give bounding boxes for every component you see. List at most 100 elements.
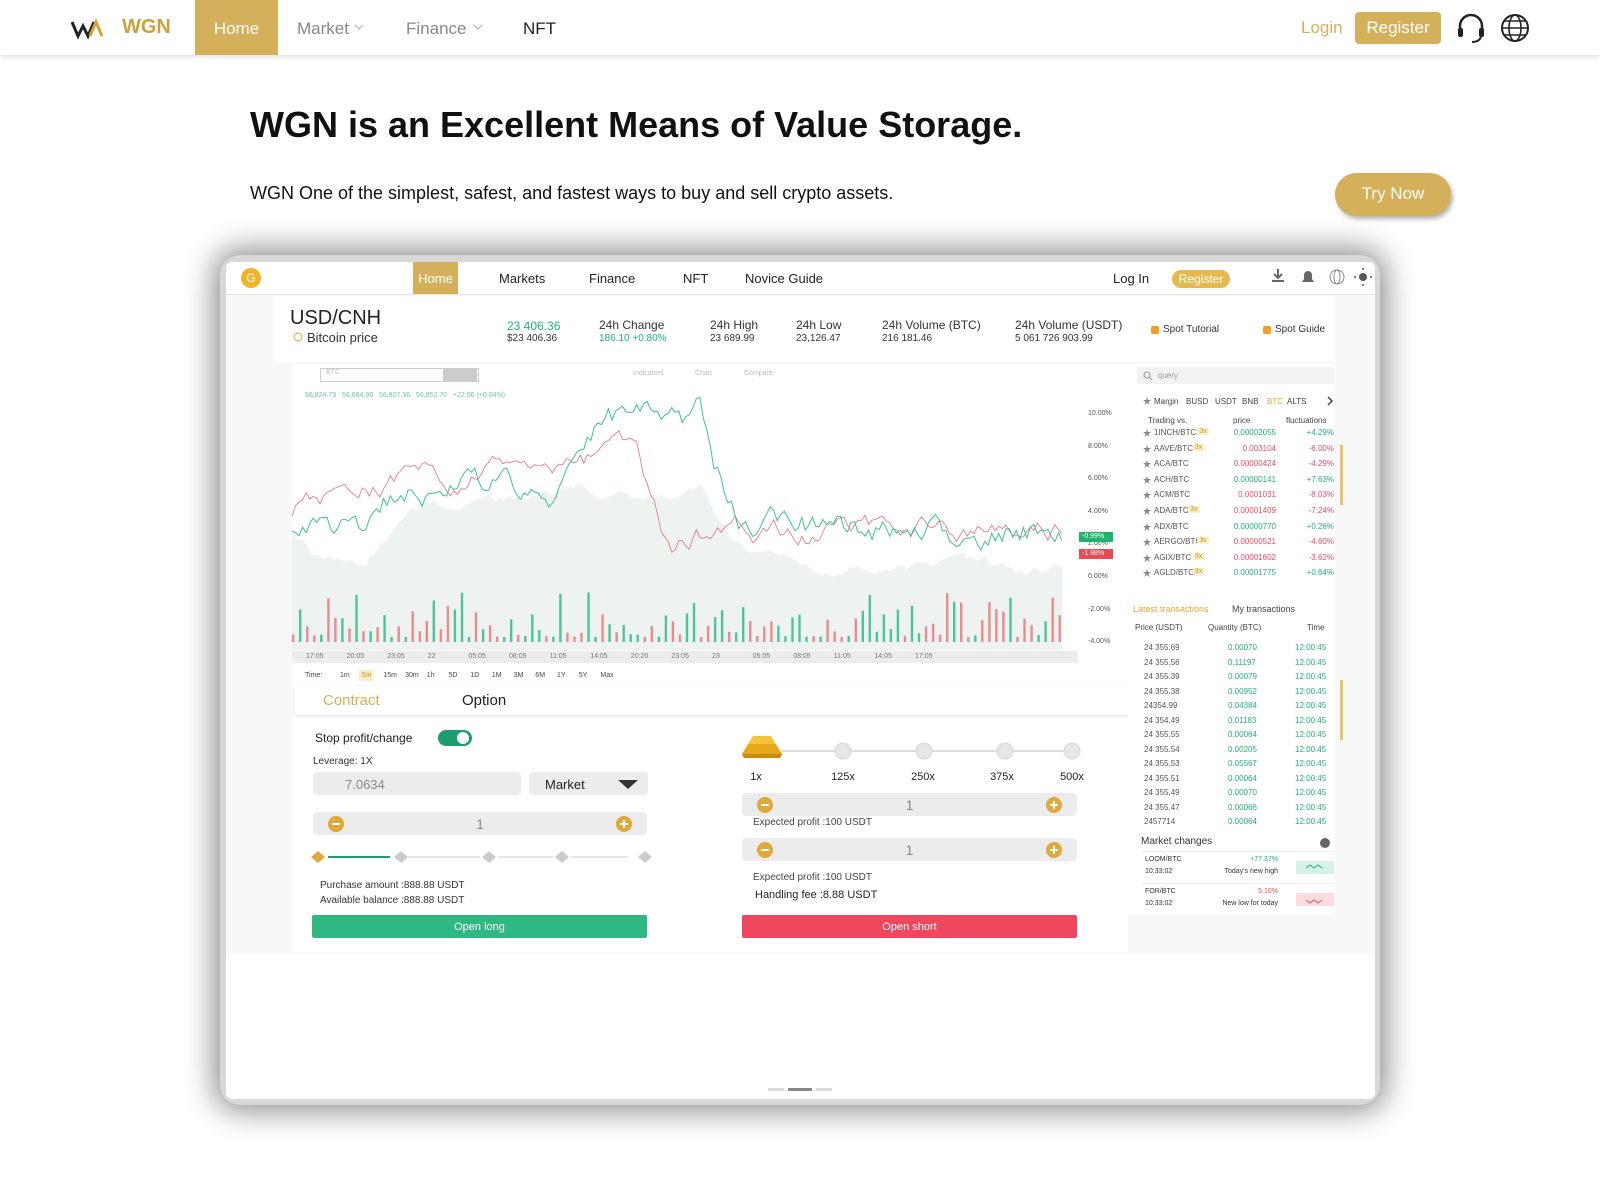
- timeframe[interactable]: 5Y: [578, 672, 588, 679]
- order-tab[interactable]: Option: [462, 692, 507, 709]
- minus-button[interactable]: [756, 796, 774, 814]
- changes-icon: [1320, 838, 1330, 848]
- market-filter[interactable]: USDT: [1215, 397, 1237, 406]
- pair-name[interactable]: AERGO/BTC: [1154, 537, 1202, 547]
- market-filter[interactable]: ALTS: [1287, 397, 1307, 406]
- chart-tool[interactable]: Compare: [744, 370, 773, 377]
- tx-quantity: 0.01183: [1228, 715, 1257, 725]
- open-long-button[interactable]: [312, 915, 647, 938]
- favorite-star[interactable]: [1143, 429, 1151, 437]
- plus-button[interactable]: [1045, 841, 1063, 859]
- toggle-knob: [457, 732, 469, 744]
- change-time: 10:33:02: [1145, 900, 1173, 907]
- pair-name[interactable]: ACM/BTC: [1154, 490, 1190, 500]
- pair-name[interactable]: ACH/BTC: [1154, 474, 1190, 484]
- timeframe[interactable]: 3M: [513, 672, 524, 679]
- order-type-select[interactable]: [529, 772, 648, 795]
- pair-name[interactable]: 1INCH/BTC: [1154, 428, 1197, 437]
- nav-item[interactable]: Home: [213, 19, 260, 38]
- change-note: New low for today: [1222, 900, 1278, 907]
- plus-button[interactable]: [615, 815, 633, 833]
- order-tab[interactable]: Contract: [323, 692, 380, 709]
- tx-tab[interactable]: Latest transactions: [1133, 604, 1209, 614]
- timeframe[interactable]: 6M: [535, 672, 546, 679]
- login-link[interactable]: Login: [1301, 18, 1343, 37]
- quantity-bar: [313, 812, 647, 835]
- minus-button[interactable]: [756, 841, 774, 859]
- y-axis-label: 10.00%: [1088, 410, 1112, 417]
- timeframe[interactable]: 1m: [340, 672, 350, 679]
- favorite-star[interactable]: [1143, 444, 1151, 453]
- try-now-label[interactable]: Try Now: [1361, 184, 1425, 203]
- quantity-bar: [742, 793, 1077, 816]
- favorite-star[interactable]: [1143, 522, 1151, 531]
- market-filter[interactable]: Margin: [1154, 397, 1179, 406]
- timeframe[interactable]: 5D: [448, 672, 458, 679]
- nav-item[interactable]: Finance: [406, 19, 467, 38]
- favorite-star[interactable]: [1143, 460, 1151, 469]
- timeframe[interactable]: 5m: [361, 672, 372, 679]
- spot-link[interactable]: Spot Guide: [1275, 324, 1326, 335]
- pair-name[interactable]: ACA/BTC: [1154, 459, 1189, 469]
- favorite-star[interactable]: [1143, 538, 1151, 547]
- chart-legend: 56,824.73 56,864.96 56,807.36 56,852.70 …: [305, 392, 506, 399]
- market-filter[interactable]: BNB: [1242, 397, 1259, 406]
- timeframe[interactable]: 1D: [470, 672, 480, 679]
- x-axis-label: 22: [427, 653, 436, 660]
- price-marker: -1.98%: [1082, 550, 1105, 557]
- change-time: 10:33:02: [1145, 868, 1173, 875]
- query-box[interactable]: [1137, 367, 1334, 384]
- mockup-nav-item: Home: [418, 271, 453, 286]
- quantity-bar: [742, 838, 1077, 861]
- open-long-label[interactable]: Open long: [454, 921, 505, 933]
- timeframe[interactable]: 30m: [405, 672, 419, 679]
- x-axis-label: 17:05: [915, 653, 933, 660]
- minus-button[interactable]: [327, 815, 345, 833]
- stat-label: 24h Volume (BTC): [882, 318, 981, 332]
- tx-quantity: 0.00064: [1228, 730, 1257, 739]
- change-pair: LOOM/BTC: [1145, 856, 1182, 863]
- pair-name[interactable]: AGIX/BTC: [1154, 552, 1192, 562]
- tx-time: 12:00:45: [1295, 643, 1327, 652]
- timeframe[interactable]: 1h: [426, 672, 435, 679]
- try-now-button[interactable]: [1335, 173, 1451, 216]
- tx-tab[interactable]: My transactions: [1232, 604, 1296, 614]
- change-pair: FOR/BTC: [1145, 888, 1176, 895]
- scrollbar: [1340, 445, 1343, 505]
- nav-item[interactable]: NFT: [523, 19, 557, 38]
- timeframe[interactable]: Max: [600, 672, 614, 679]
- timeframe[interactable]: 1M: [491, 672, 502, 679]
- tx-price: 24 355.39: [1144, 672, 1180, 681]
- plus-button[interactable]: [1045, 796, 1063, 814]
- chart-tool[interactable]: Chart: [695, 370, 713, 377]
- carousel-dots: [768, 1088, 832, 1091]
- favorite-star[interactable]: [1143, 491, 1151, 500]
- pair-name[interactable]: ADA/BTC: [1154, 506, 1189, 515]
- market-filter[interactable]: BTC: [1267, 397, 1283, 406]
- register-button[interactable]: [1355, 12, 1441, 44]
- timeframe[interactable]: 15m: [383, 672, 398, 679]
- price-input[interactable]: [313, 772, 521, 795]
- open-short-button[interactable]: [742, 915, 1077, 938]
- open-short-label[interactable]: Open short: [882, 921, 937, 933]
- favorite-star[interactable]: [1143, 553, 1151, 562]
- favorite-star[interactable]: [1143, 569, 1151, 578]
- register-label[interactable]: Register: [1366, 18, 1430, 37]
- pair-name[interactable]: ADX/BTC: [1154, 521, 1189, 531]
- tx-time: 12:00:45: [1295, 686, 1327, 696]
- tx-time: 12:00:45: [1295, 730, 1327, 739]
- favorite-star[interactable]: [1143, 507, 1151, 515]
- tx-quantity: 0.05567: [1228, 759, 1257, 768]
- timeframe[interactable]: 1Y: [557, 672, 566, 679]
- x-axis-label: 11:05: [833, 653, 851, 660]
- market-filter[interactable]: BUSD: [1186, 397, 1209, 406]
- tx-column: Time: [1307, 623, 1325, 632]
- favorite-star[interactable]: [1143, 475, 1151, 484]
- chart-tool[interactable]: Indicators: [633, 370, 664, 377]
- spot-link[interactable]: Spot Tutorial: [1163, 324, 1220, 335]
- nav-item[interactable]: Market: [297, 19, 349, 38]
- pair-name[interactable]: AGLD/BTC: [1154, 568, 1195, 578]
- x-axis-label: 20:20: [630, 653, 649, 660]
- pair-name[interactable]: AAVE/BTC: [1154, 443, 1193, 453]
- tx-price: 24 355.56: [1144, 657, 1180, 667]
